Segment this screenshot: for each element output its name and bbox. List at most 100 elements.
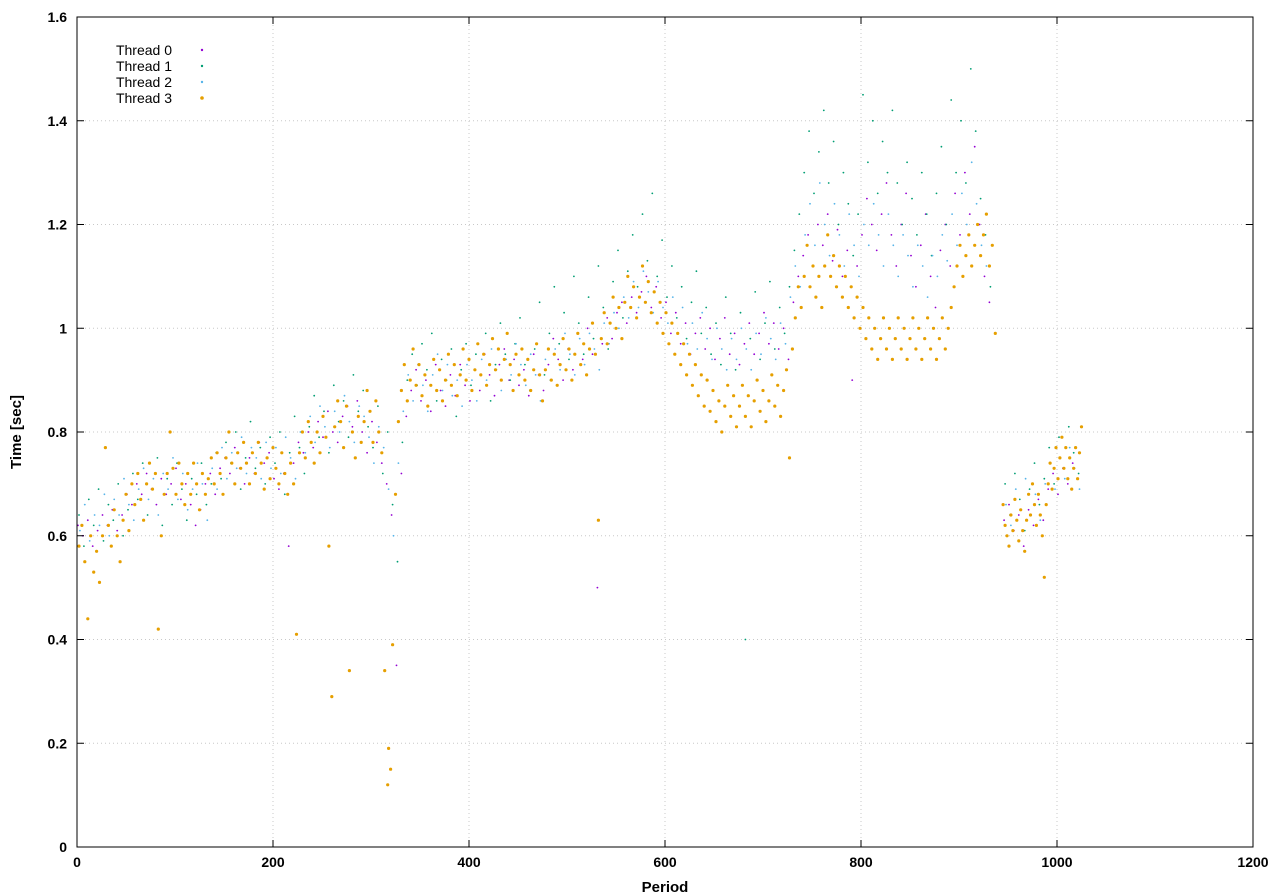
data-point: [498, 363, 501, 366]
data-point: [493, 368, 498, 372]
data-point: [979, 254, 983, 258]
data-point: [993, 331, 997, 335]
data-point: [929, 275, 932, 278]
data-point: [1023, 529, 1026, 532]
data-point: [328, 451, 330, 454]
data-point: [750, 368, 753, 371]
data-point: [254, 467, 257, 470]
data-point: [1040, 534, 1044, 538]
data-point: [102, 540, 105, 542]
data-point: [582, 353, 585, 356]
data-point: [206, 477, 210, 481]
data-point: [137, 488, 140, 490]
data-point: [83, 545, 85, 547]
data-point: [968, 213, 971, 216]
data-point: [514, 352, 518, 356]
data-point: [784, 368, 789, 372]
data-point: [383, 669, 387, 673]
x-tick-label: 1000: [1041, 854, 1072, 870]
grid: [77, 17, 1253, 847]
data-point: [611, 337, 613, 340]
data-point: [1017, 539, 1021, 543]
data-point: [171, 503, 174, 506]
data-point: [209, 472, 212, 475]
data-point: [130, 482, 134, 486]
data-point: [1005, 534, 1009, 538]
data-point: [192, 461, 196, 465]
data-point: [1010, 524, 1012, 527]
data-point: [705, 378, 709, 382]
data-point: [696, 348, 699, 350]
data-point: [247, 482, 252, 486]
data-point: [708, 409, 712, 413]
data-point: [749, 337, 752, 340]
data-point: [598, 368, 601, 371]
data-point: [896, 182, 899, 184]
data-points: [77, 68, 1084, 787]
data-point: [313, 394, 316, 397]
data-point: [197, 508, 202, 512]
data-point: [920, 171, 923, 174]
data-point: [332, 384, 335, 387]
data-point: [319, 405, 321, 407]
data-point: [564, 332, 566, 335]
data-point: [867, 316, 871, 320]
data-point: [602, 306, 605, 309]
data-point: [733, 332, 736, 335]
data-point: [348, 420, 351, 423]
data-point: [940, 145, 943, 148]
data-point: [356, 400, 359, 402]
data-point: [200, 471, 204, 476]
data-point: [279, 431, 281, 433]
data-point: [872, 202, 875, 205]
data-point: [790, 347, 795, 351]
data-point: [729, 414, 733, 418]
data-point: [225, 441, 227, 444]
x-tick-label: 800: [849, 854, 873, 870]
data-point: [1017, 514, 1020, 516]
data-point: [549, 378, 553, 382]
data-point: [674, 311, 677, 314]
data-point: [870, 223, 873, 226]
data-point: [926, 296, 929, 298]
data-point: [177, 461, 181, 465]
data-point: [255, 457, 258, 459]
data-point: [970, 264, 974, 268]
data-point: [485, 379, 488, 381]
data-point: [118, 514, 120, 516]
data-point: [168, 430, 172, 434]
data-point: [620, 337, 624, 341]
data-point: [760, 353, 762, 356]
data-point: [431, 374, 434, 376]
data-point: [925, 213, 928, 216]
data-point: [618, 327, 620, 330]
data-point: [347, 669, 351, 673]
data-point: [108, 534, 111, 537]
data-point: [259, 461, 263, 465]
data-point: [711, 358, 713, 361]
data-point: [960, 119, 962, 122]
data-point: [637, 295, 642, 299]
data-point: [96, 529, 99, 532]
data-point: [283, 471, 287, 476]
data-point: [1068, 446, 1071, 449]
data-point: [350, 430, 354, 434]
data-point: [629, 305, 633, 310]
data-point: [80, 523, 84, 528]
data-point: [916, 244, 919, 247]
legend-marker: [200, 80, 204, 84]
data-point: [987, 264, 992, 268]
data-point: [818, 151, 820, 153]
data-point: [533, 348, 536, 350]
data-point: [212, 482, 216, 486]
data-point: [475, 353, 477, 356]
data-point: [1068, 456, 1072, 460]
data-point: [867, 161, 869, 164]
data-point: [788, 285, 791, 288]
data-point: [569, 353, 571, 356]
data-point: [103, 446, 107, 450]
data-point: [955, 264, 959, 268]
data-point: [990, 243, 994, 247]
data-point: [386, 431, 389, 433]
data-point: [961, 274, 965, 278]
